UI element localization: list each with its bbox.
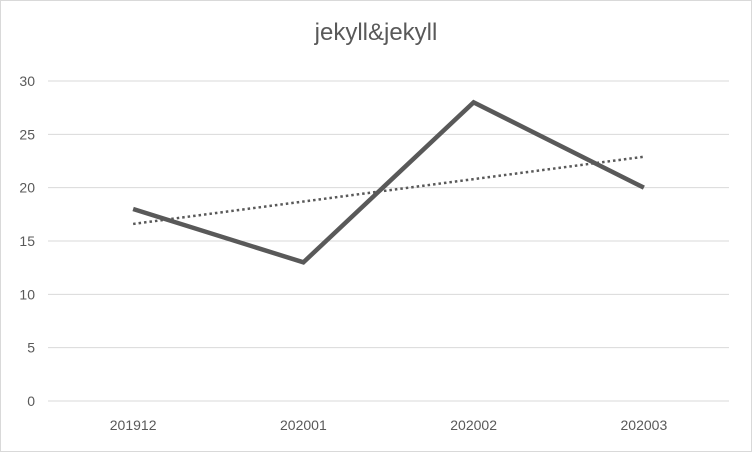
y-tick-label: 20	[19, 180, 35, 196]
series-line	[132, 99, 645, 265]
x-tick-label: 202003	[621, 417, 668, 433]
series-lines	[132, 99, 645, 265]
chart-title: jekyll&jekyll	[314, 19, 438, 46]
gridlines	[48, 80, 729, 402]
x-tick-label: 201912	[110, 417, 157, 433]
y-tick-label: 10	[19, 286, 35, 302]
y-tick-label: 0	[27, 393, 35, 409]
y-tick-label: 5	[27, 340, 35, 356]
x-tick-label: 202001	[280, 417, 327, 433]
y-tick-label: 30	[19, 73, 35, 89]
y-tick-label: 25	[19, 126, 35, 142]
trendline	[132, 155, 645, 226]
y-axis: 0 5 10 15 20 25 30	[19, 73, 35, 409]
trendline-line	[132, 155, 645, 226]
x-axis: 201912 202001 202002 202003	[110, 417, 668, 433]
y-tick-label: 15	[19, 233, 35, 249]
x-tick-label: 202002	[450, 417, 497, 433]
